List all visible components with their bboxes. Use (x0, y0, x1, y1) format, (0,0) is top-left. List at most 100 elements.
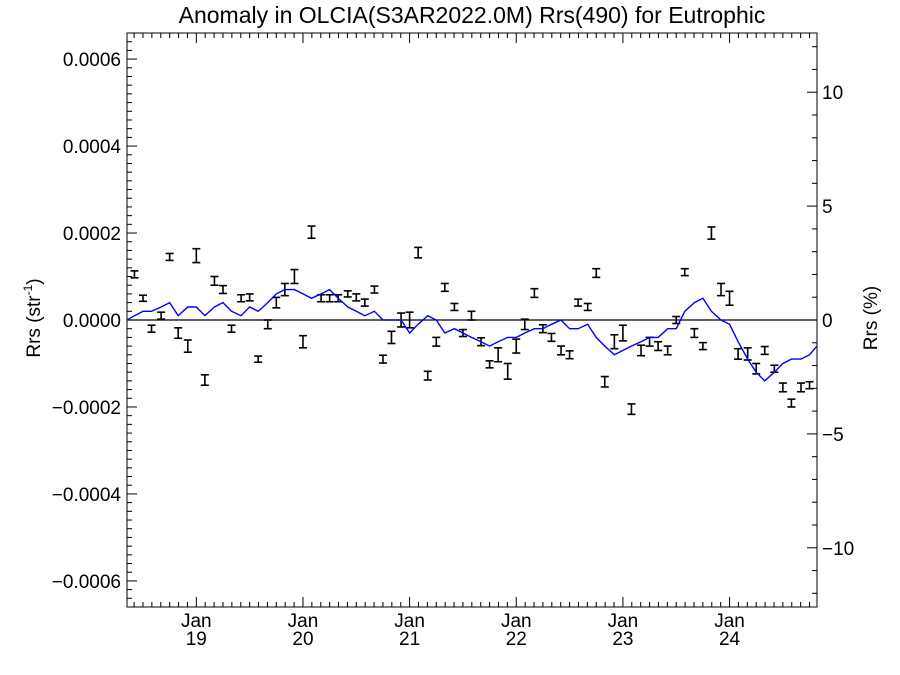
data-point (343, 290, 352, 298)
data-point (174, 327, 183, 340)
data-point (298, 334, 307, 349)
data-point (192, 247, 201, 264)
data-point (760, 345, 769, 356)
data-point (654, 340, 663, 352)
data-point (218, 284, 227, 295)
data-point (360, 298, 369, 307)
data-point (698, 341, 707, 351)
data-point (130, 270, 139, 279)
data-point (557, 345, 566, 356)
data-point (797, 382, 806, 393)
data-point (778, 382, 787, 393)
data-point (574, 298, 583, 307)
data-point (210, 275, 219, 287)
data-point (147, 324, 156, 333)
data-point (138, 294, 147, 303)
data-point (637, 344, 646, 357)
data-point (530, 287, 539, 299)
data-point (690, 327, 699, 339)
data-point (565, 350, 574, 360)
data-point (734, 347, 743, 360)
data-point (245, 293, 254, 302)
left-tick-label: 0.0002 (63, 224, 121, 245)
x-tick-year-label: 20 (292, 629, 313, 650)
x-tick-year-label: 19 (186, 629, 207, 650)
data-point (378, 354, 387, 364)
x-tick-month-label: Jan (501, 611, 532, 632)
right-tick-label: 10 (822, 83, 843, 104)
data-point (165, 252, 174, 262)
data-point (717, 282, 726, 297)
data-point (440, 282, 449, 293)
data-point (227, 324, 236, 333)
data-point (663, 345, 672, 356)
data-point (157, 311, 166, 320)
monthly-anomaly-points (130, 225, 814, 416)
data-point (707, 226, 716, 240)
left-y-axis-ticks: 0.0006 0.0004 0.0002 0.0000 −0.0002 −0.0004 −0… (52, 41, 137, 599)
x-tick-month-label: Jan (608, 611, 639, 632)
data-point (583, 302, 592, 312)
x-tick-year-label: 22 (506, 629, 527, 650)
data-point (237, 293, 246, 303)
right-tick-label: 5 (822, 197, 833, 218)
data-point (547, 332, 556, 343)
x-tick-year-label: 21 (399, 629, 420, 650)
x-tick-year-label: 23 (612, 629, 633, 650)
data-point (325, 293, 334, 303)
data-point (787, 398, 796, 408)
data-point (352, 293, 361, 302)
data-point (592, 267, 601, 279)
x-tick-month-label: Jan (394, 611, 425, 632)
data-point (423, 370, 432, 381)
left-tick-label: −0.0006 (52, 572, 121, 593)
right-y-axis-ticks: 10 5 0 −5 −10 (807, 46, 854, 594)
data-point (254, 355, 263, 363)
data-point (263, 319, 272, 330)
left-tick-label: −0.0002 (52, 398, 121, 419)
data-point (272, 296, 281, 309)
running-mean-line (126, 288, 818, 382)
x-tick-month-label: Jan (181, 611, 212, 632)
data-point (200, 373, 209, 387)
left-y-axis-label-superscript: -1 (21, 284, 35, 295)
data-point (805, 380, 814, 390)
left-tick-label: 0.0006 (63, 50, 121, 71)
running-mean-series (126, 288, 818, 382)
data-point (520, 318, 529, 331)
chart-title: Anomaly in OLCIA(S3AR2022.0M) Rrs(490) f… (179, 2, 766, 28)
left-y-axis-label: Rrs (str-1) (21, 278, 45, 357)
left-tick-label: 0.0000 (63, 311, 121, 332)
data-point (627, 403, 636, 416)
data-point (503, 362, 512, 380)
right-tick-label: −10 (822, 539, 854, 560)
x-tick-month-label: Jan (714, 611, 745, 632)
data-point (494, 347, 503, 363)
right-tick-label: −5 (822, 425, 844, 446)
right-y-axis-label: Rrs (%) (861, 286, 882, 350)
left-y-axis-label-text: Rrs (str (24, 295, 45, 358)
data-point (485, 360, 494, 369)
data-point (183, 339, 192, 353)
data-point (432, 336, 441, 347)
left-y-axis-label-close: ) (24, 278, 45, 284)
x-tick-month-label: Jan (288, 611, 319, 632)
left-tick-label: −0.0004 (52, 485, 122, 506)
data-point (512, 338, 521, 354)
data-point (610, 333, 619, 350)
data-point (450, 302, 459, 312)
left-tick-label: 0.0004 (63, 137, 122, 158)
data-point (725, 290, 734, 307)
data-point (600, 375, 609, 388)
right-tick-label: 0 (822, 311, 833, 332)
data-point (467, 310, 476, 321)
data-point (387, 330, 396, 345)
data-point (680, 267, 689, 277)
x-tick-year-label: 24 (719, 629, 741, 650)
data-point (370, 285, 379, 294)
data-point (290, 268, 299, 285)
data-point (618, 324, 627, 342)
data-point (414, 246, 423, 259)
